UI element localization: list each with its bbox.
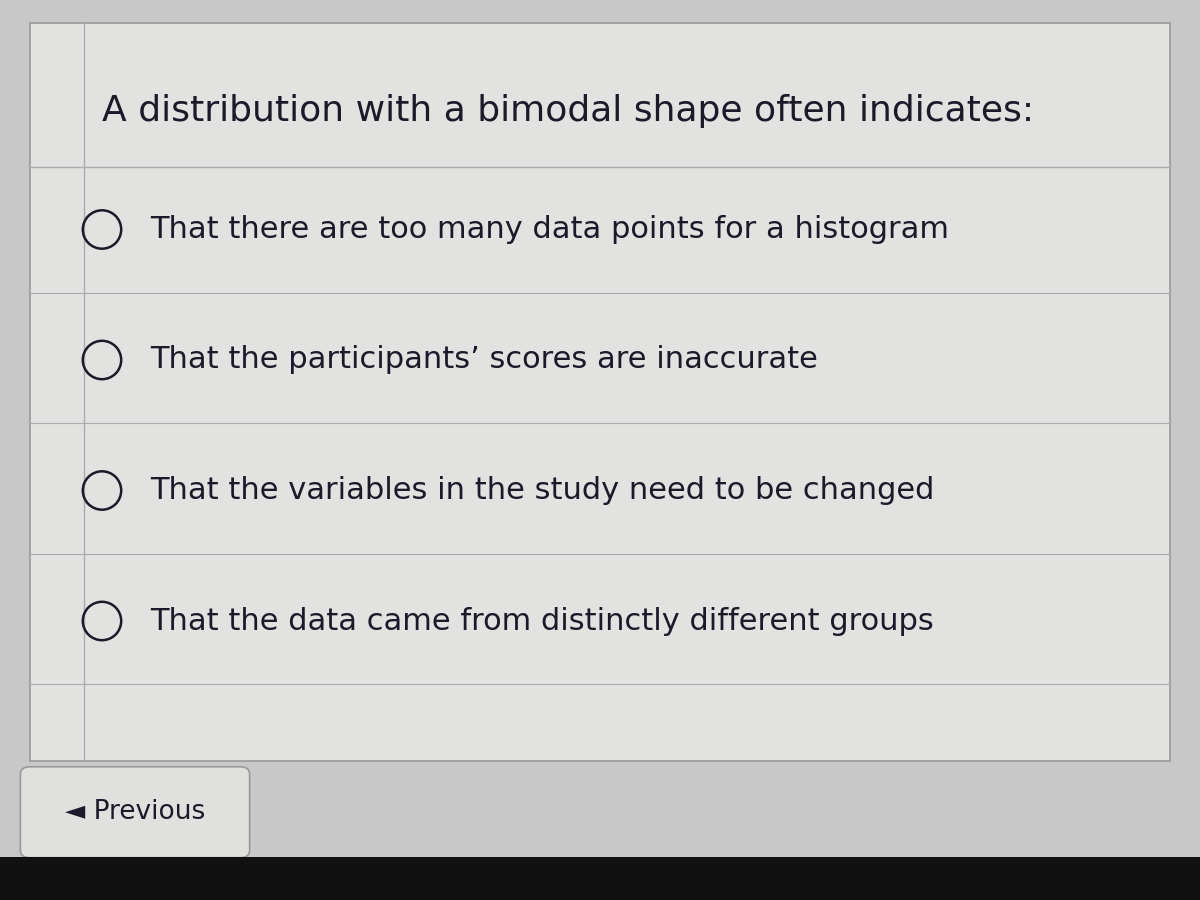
FancyBboxPatch shape <box>20 767 250 858</box>
Text: That the data came from distinctly different groups: That the data came from distinctly diffe… <box>150 607 934 635</box>
FancyBboxPatch shape <box>30 22 1170 760</box>
Bar <box>0 857 1200 900</box>
Text: That there are too many data points for a histogram: That there are too many data points for … <box>150 215 949 244</box>
Text: That the variables in the study need to be changed: That the variables in the study need to … <box>150 476 935 505</box>
Text: ◄ Previous: ◄ Previous <box>65 799 205 825</box>
Text: A distribution with a bimodal shape often indicates:: A distribution with a bimodal shape ofte… <box>102 94 1034 129</box>
Text: That the participants’ scores are inaccurate: That the participants’ scores are inaccu… <box>150 346 818 374</box>
